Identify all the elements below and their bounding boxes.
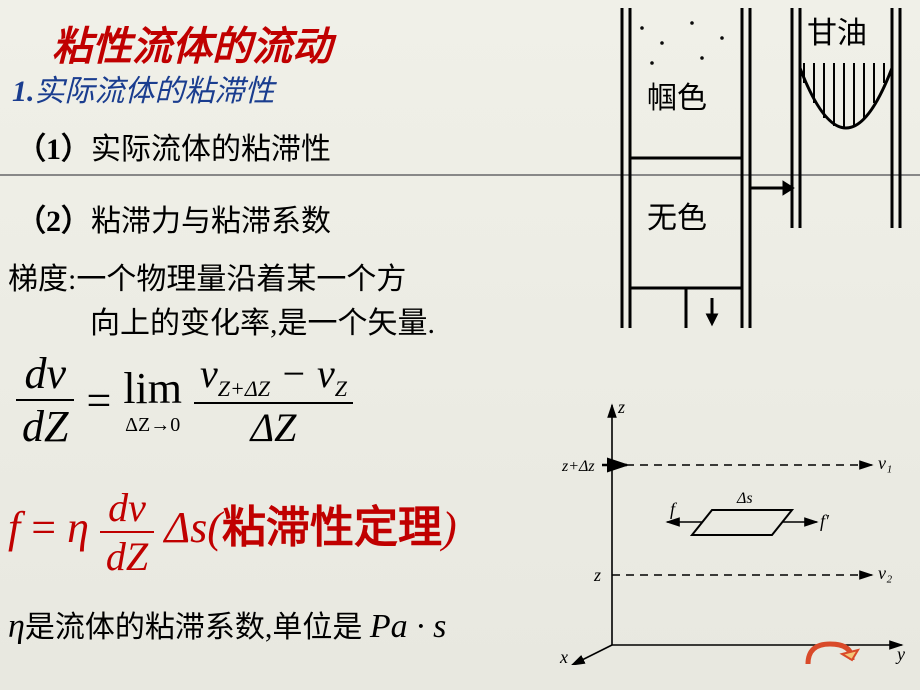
f2-close: ) xyxy=(442,503,457,552)
item-1: （1）实际流体的粘滞性 xyxy=(16,124,331,168)
f2-eq: = xyxy=(20,503,67,552)
figure-tubes: 帼色 甘油 无色 xyxy=(592,8,912,328)
gradient-line2: 向上的变化率,是一个矢量. xyxy=(90,307,435,340)
axis-z-label: z xyxy=(617,397,625,417)
f2-ds: Δs( xyxy=(164,503,222,552)
f1-eq: = xyxy=(86,376,111,425)
f2-label: 粘滞性定理 xyxy=(222,503,442,552)
f2-eta: η xyxy=(67,503,89,552)
nav-arrow-icon[interactable] xyxy=(800,636,860,672)
figure-axes: z y x z+Δz z Δs f f′ v₁ v₂ xyxy=(552,395,912,665)
item-1-num: （1） xyxy=(16,133,91,166)
item-1-text: 实际流体的粘滞性 xyxy=(91,133,331,166)
eta-text: 是流体的粘滞系数,单位是 xyxy=(25,611,370,644)
item-2: （2）粘滞力与粘滞系数 xyxy=(16,196,331,240)
label-v1: v₁ xyxy=(878,453,892,473)
gradient-definition: 梯度:一个物理量沿着某一个方 向上的变化率,是一个矢量. xyxy=(8,258,435,346)
label-ds: Δs xyxy=(736,490,753,507)
item-2-text: 粘滞力与粘滞系数 xyxy=(91,205,331,238)
eta-unit: Pa · s xyxy=(370,608,447,645)
formula-viscosity: f = η dv dZ Δs(粘滞性定理) xyxy=(8,484,457,580)
gradient-line1: 一个物理量沿着某一个方 xyxy=(76,263,406,296)
fig-label-left: 帼色 xyxy=(647,82,707,115)
fig-label-bottomleft: 无色 xyxy=(647,202,707,235)
f1-lhs-num: dv xyxy=(16,348,74,399)
f1-minus: − xyxy=(270,351,317,396)
section-heading: 1.实际流体的粘滞性 xyxy=(12,66,275,110)
f1-lim-sub: ΔZ→0 xyxy=(123,414,182,437)
f1-lhs-den: dZ xyxy=(16,399,74,452)
f2-f: f xyxy=(8,503,20,552)
f1-rhs-va: v xyxy=(200,351,218,396)
formula-gradient: dv dZ = lim ΔZ→0 vZ+ΔZ − vZ ΔZ xyxy=(16,348,353,452)
f1-rhs-vb: v xyxy=(317,351,335,396)
f1-rhs-vb-sub: Z xyxy=(335,376,347,401)
label-fprime: f′ xyxy=(820,511,830,531)
f2-num: dv xyxy=(100,484,154,531)
section-number: 1. xyxy=(12,75,35,108)
section-text: 实际流体的粘滞性 xyxy=(35,75,275,108)
slide-title: 粘性流体的流动 xyxy=(52,14,332,72)
label-v2: v₂ xyxy=(878,563,892,583)
f1-rhs-va-sub: Z+ΔZ xyxy=(218,376,270,401)
label-f: f xyxy=(670,499,678,519)
axis-y-label: y xyxy=(895,644,905,664)
eta-symbol: η xyxy=(8,608,25,645)
f1-lim: lim xyxy=(123,364,182,413)
label-z: z xyxy=(593,565,601,585)
gradient-label: 梯度: xyxy=(8,263,76,296)
f1-rhs-den: ΔZ xyxy=(194,402,353,451)
axis-x-label: x xyxy=(559,647,568,665)
item-2-num: （2） xyxy=(16,205,91,238)
f2-den: dZ xyxy=(100,531,154,580)
label-zdz: z+Δz xyxy=(561,458,595,475)
eta-description: η是流体的粘滞系数,单位是 Pa · s xyxy=(8,602,446,646)
fig-label-right: 甘油 xyxy=(807,17,867,50)
